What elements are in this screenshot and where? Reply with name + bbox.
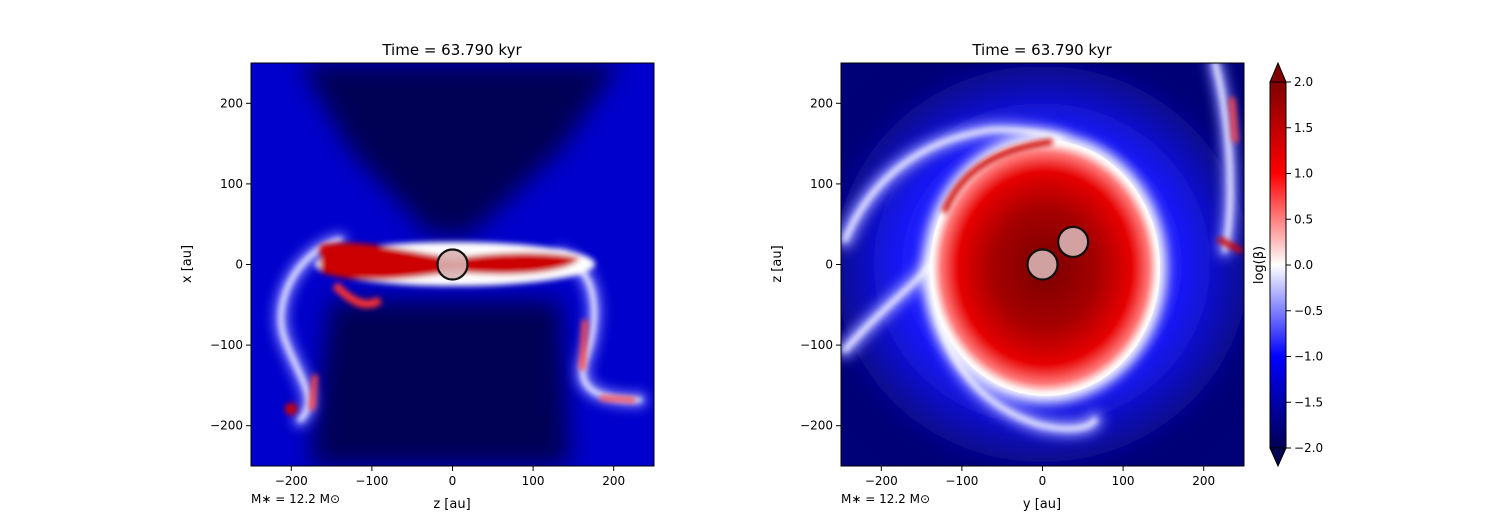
left-cavity-top xyxy=(300,63,620,235)
colorbar-tick-label: 1.0 xyxy=(1294,167,1313,181)
left-ytick-label: 100 xyxy=(220,177,243,191)
right-ytick-label: −100 xyxy=(800,338,833,352)
colorbar-tick-label: 2.0 xyxy=(1294,75,1313,89)
left-xtick-label: −200 xyxy=(275,474,308,488)
right-ylabel: z [au] xyxy=(770,245,785,282)
right-xtick-label: −200 xyxy=(865,474,898,488)
left-title: Time = 63.790 kyr xyxy=(381,41,522,59)
right-ytick-label: −200 xyxy=(800,419,833,433)
right-xtick-label: 100 xyxy=(1112,474,1135,488)
right-title: Time = 63.790 kyr xyxy=(971,41,1112,59)
left-panel: −200 −100 0 100 200 −200 −100 0 100 200 Time = 63… xyxy=(180,41,655,512)
right-xtick-label: −100 xyxy=(945,474,978,488)
left-ytick-label: −200 xyxy=(210,419,243,433)
left-ytick-label: 200 xyxy=(220,96,243,110)
left-heatmap xyxy=(251,63,654,466)
right-ytick-label: 200 xyxy=(810,96,833,110)
left-ylabel: x [au] xyxy=(180,245,195,283)
colorbar-extend-bottom xyxy=(1269,447,1287,468)
colorbar-ticks: −2.0 −1.5 −1.0 −0.5 0.0 0.5 1.0 1.5 2.0 xyxy=(1286,75,1323,455)
colorbar-label: log(β) xyxy=(1252,246,1267,284)
left-ytick-label: 0 xyxy=(235,258,243,272)
left-sinks xyxy=(436,248,469,281)
right-xtick-label: 200 xyxy=(1192,474,1215,488)
left-lobe xyxy=(332,282,383,308)
right-xtick-label: 0 xyxy=(1039,474,1047,488)
right-ytick-label: 100 xyxy=(810,177,833,191)
right-red-arc xyxy=(942,139,1053,213)
colorbar-extend-top xyxy=(1269,61,1287,83)
left-ticks: −200 −100 0 100 200 −200 −100 0 100 200 xyxy=(210,96,625,488)
right-annotation: M∗ = 12.2 M⊙ xyxy=(841,492,930,506)
colorbar-tick-label: −1.5 xyxy=(1294,395,1323,409)
left-hotspot-4 xyxy=(599,395,636,403)
right-top-hotspot xyxy=(1229,97,1238,143)
left-xlabel: z [au] xyxy=(433,497,470,512)
colorbar-tick-label: −0.5 xyxy=(1294,304,1323,318)
colorbar-tick-label: −1.0 xyxy=(1294,350,1323,364)
colorbar-tick-label: 0.0 xyxy=(1294,258,1313,272)
sink-particle-marker xyxy=(1026,248,1059,281)
right-ticks: −200 −100 0 100 200 −200 −100 0 100 200 xyxy=(800,96,1215,488)
left-ytick-label: −100 xyxy=(210,338,243,352)
colorbar: −2.0 −1.5 −1.0 −0.5 0.0 0.5 1.0 1.5 2.0 log(β) xyxy=(1252,61,1323,468)
sink-particle-marker xyxy=(436,248,469,281)
left-xtick-label: 0 xyxy=(449,474,457,488)
right-xlabel: y [au] xyxy=(1023,497,1061,512)
colorbar-tick-label: 1.5 xyxy=(1294,121,1313,135)
colorbar-tick-label: 0.5 xyxy=(1294,212,1313,226)
right-panel: −200 −100 0 100 200 −200 −100 0 100 200 Time = 63… xyxy=(770,41,1245,512)
right-ytick-label: 0 xyxy=(825,258,833,272)
sink-particle-marker xyxy=(1057,225,1090,259)
left-xtick-label: 200 xyxy=(602,474,625,488)
right-sinks xyxy=(1026,225,1090,281)
left-xtick-label: −100 xyxy=(355,474,388,488)
right-edge-hotspot xyxy=(1217,237,1243,253)
left-hotspot-3 xyxy=(579,319,588,371)
left-hotspot-1 xyxy=(285,403,297,415)
left-xtick-label: 100 xyxy=(522,474,545,488)
colorbar-bar xyxy=(1269,81,1287,449)
left-hotspot-2 xyxy=(309,374,318,411)
left-cavity-bottom xyxy=(310,300,570,466)
left-annotation: M∗ = 12.2 M⊙ xyxy=(251,492,340,506)
colorbar-tick-label: −2.0 xyxy=(1294,441,1323,455)
